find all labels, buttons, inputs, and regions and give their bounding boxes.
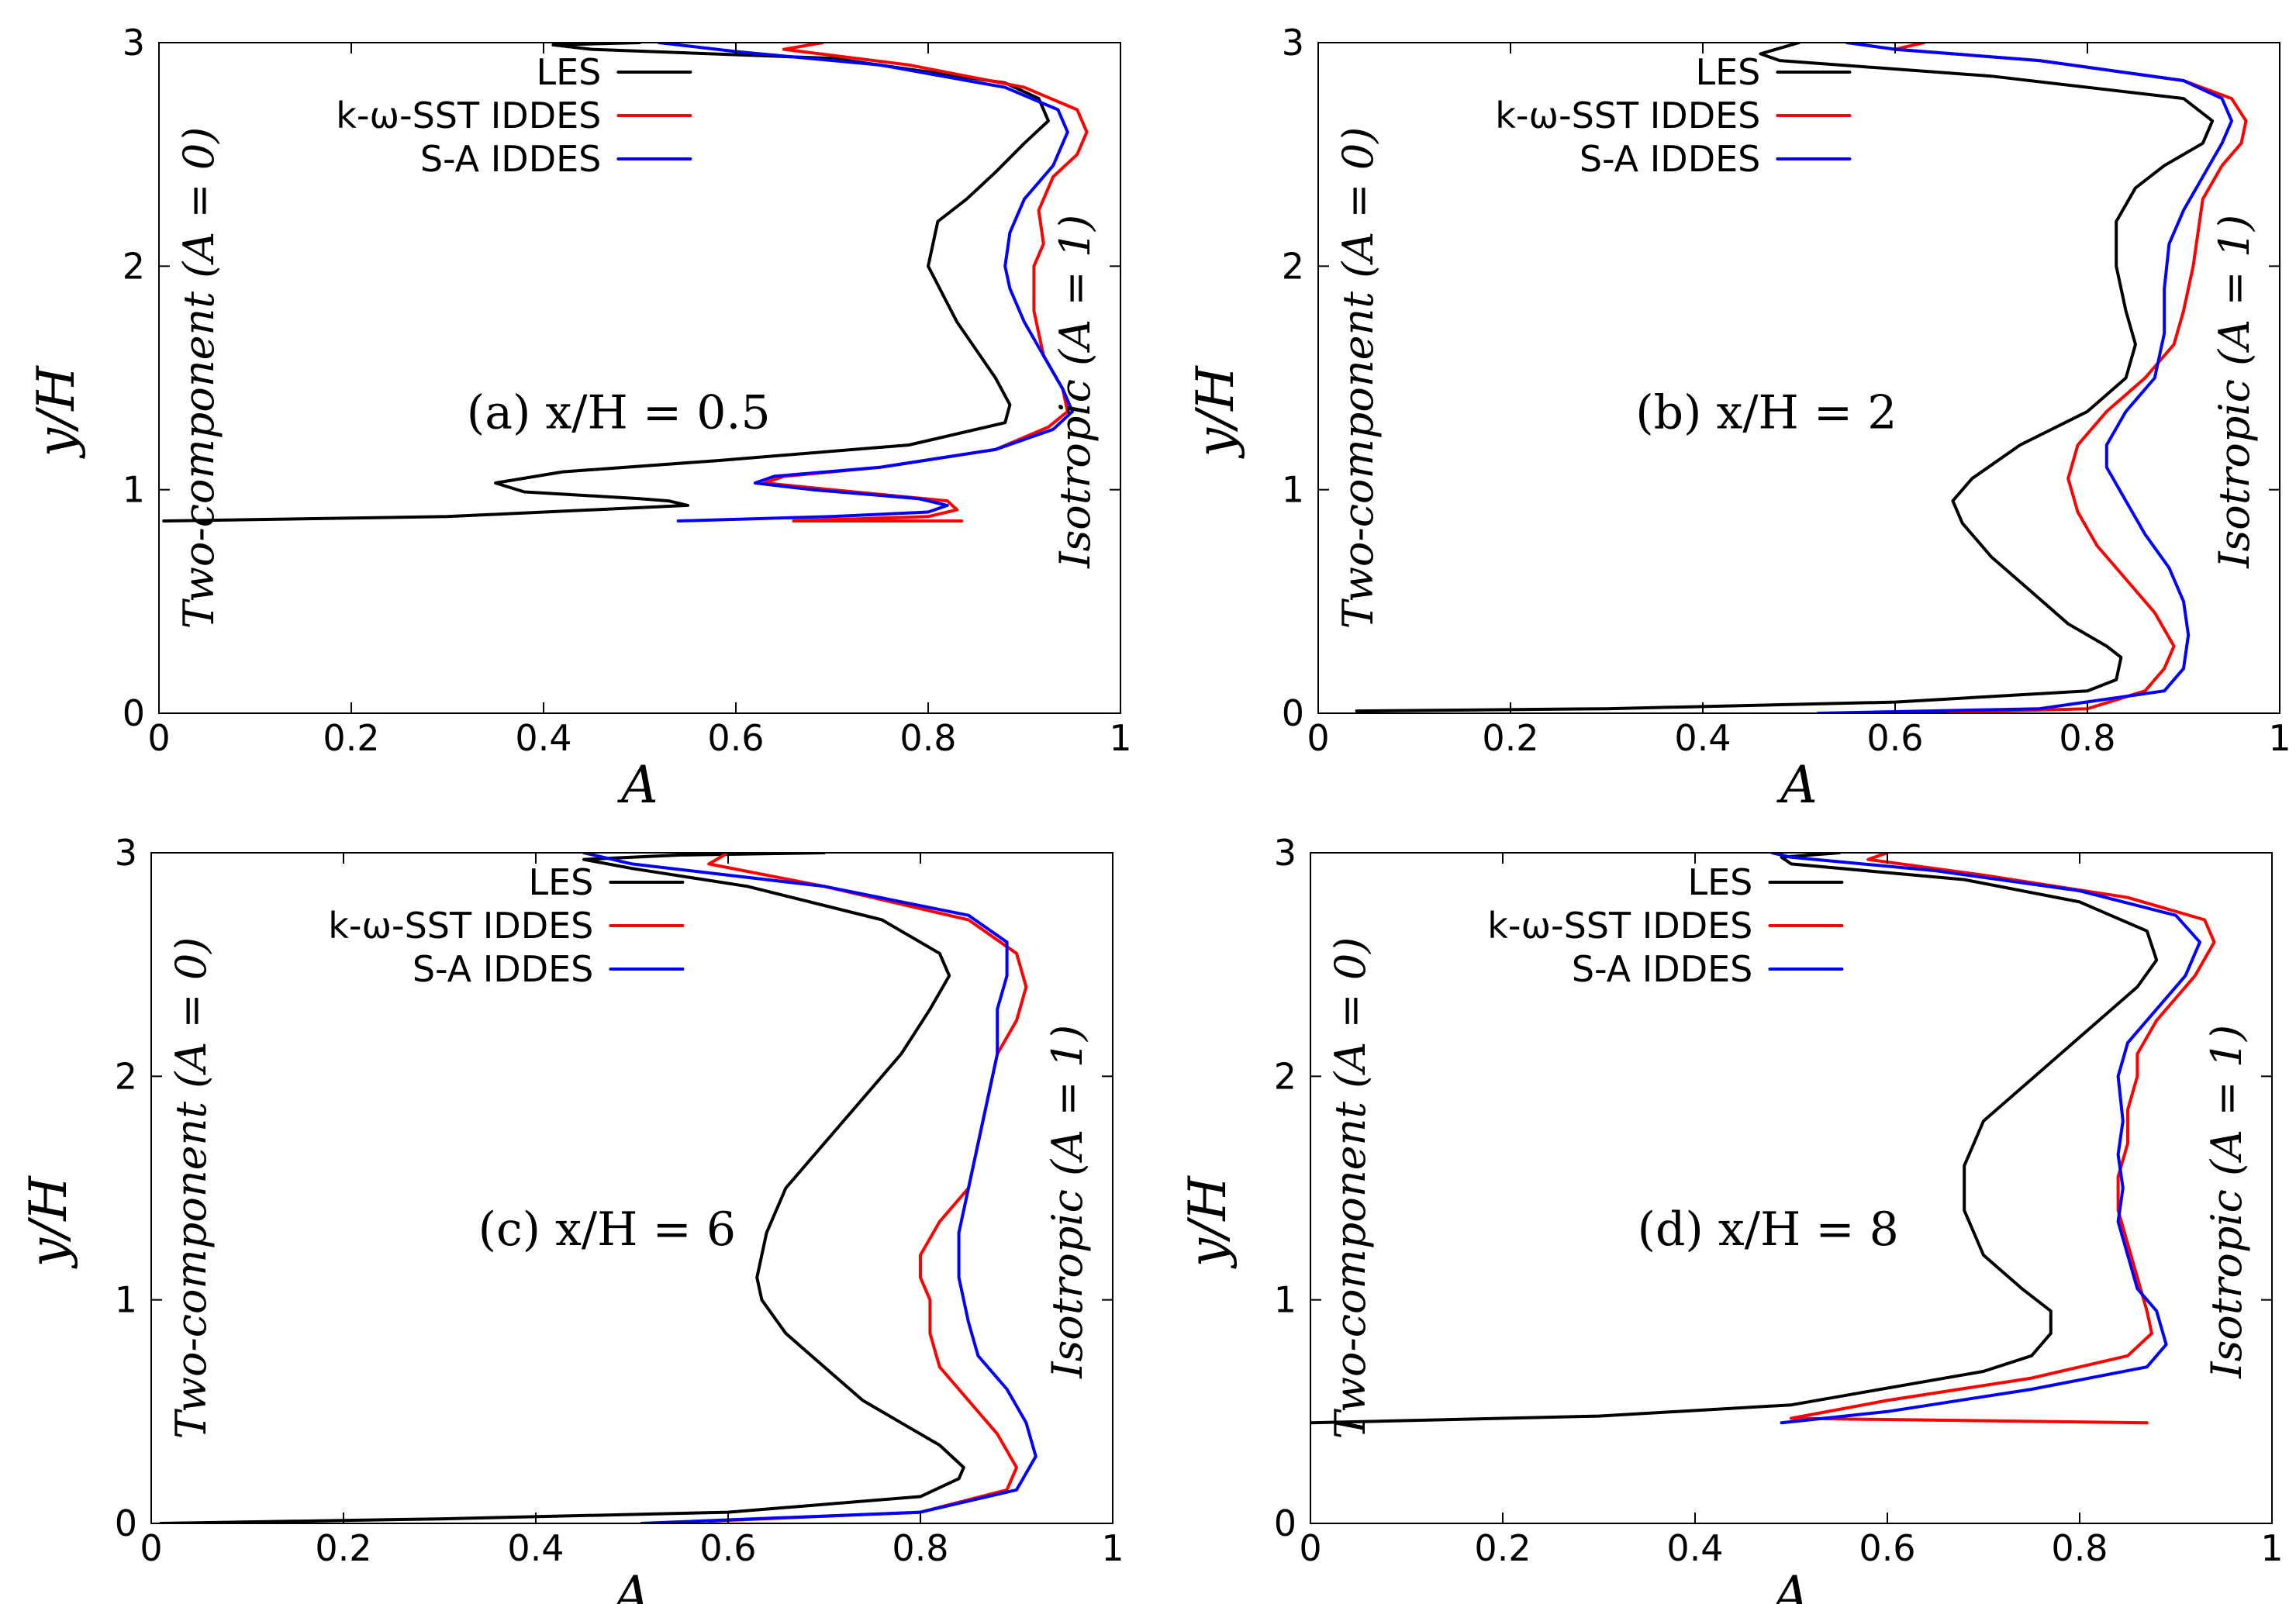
chart-panel-4: 0 0.2 0.4 0.6 0.8 1 0 1 2 3 Ay/H Two-component (A =… (1178, 832, 2284, 1604)
x-tick-label: 1 (1101, 1527, 1124, 1569)
x-tick-label: 0 (147, 717, 170, 759)
y-tick-label: 0 (123, 692, 145, 734)
x-tick-label: 0.4 (515, 717, 571, 759)
series-line-k-sst-iddes (707, 853, 1028, 1523)
isotropic-annotation: Isotropic (A = 1) (1051, 215, 1100, 569)
series-line-s-a-iddes (657, 43, 1074, 523)
y-axis-label: y/H (19, 1175, 78, 1270)
series-line-les (1310, 853, 2159, 1425)
series-line-k-sst-iddes (1894, 43, 2248, 713)
legend-label: S-A IDDES (1580, 138, 1761, 180)
x-axis-label: A (1776, 755, 1818, 815)
x-tick-label: 0.2 (1474, 1527, 1531, 1569)
y-tick-label: 3 (115, 832, 137, 874)
x-tick-label: 0.8 (899, 717, 956, 759)
x-tick-label: 0 (1307, 717, 1329, 759)
series-line-s-a-iddes (582, 853, 1038, 1523)
y-tick-label: 2 (1274, 1055, 1296, 1097)
isotropic-annotation: Isotropic (A = 1) (2210, 215, 2259, 569)
y-tick-label: 0 (1282, 692, 1304, 734)
legend-label: LES (528, 861, 593, 903)
y-axis-label: y/H (1178, 1175, 1238, 1270)
chart-panel-3: 0 0.2 0.4 0.6 0.8 1 0 1 2 3 Ay/H Two-component (A =… (19, 832, 1124, 1604)
x-tick-label: 0 (140, 1527, 162, 1569)
legend-label: S-A IDDES (413, 948, 594, 990)
legend-label: S-A IDDES (1572, 948, 1753, 990)
series-line-les (162, 43, 1050, 523)
plot-frame (150, 852, 1113, 1524)
y-tick-label: 2 (115, 1055, 137, 1097)
legend-label: LES (1687, 861, 1752, 903)
y-axis-label: y/H (26, 365, 86, 460)
legend-label: k-ω-SST IDDES (1487, 905, 1752, 947)
x-tick-label: 0.6 (707, 717, 764, 759)
legend-label: k-ω-SST IDDES (328, 905, 593, 947)
y-tick-label: 1 (1282, 469, 1304, 511)
y-tick-label: 1 (1274, 1279, 1296, 1321)
x-tick-label: 0.8 (2051, 1527, 2108, 1569)
x-tick-label: 0.4 (1674, 717, 1731, 759)
x-tick-label: 0 (1299, 1527, 1321, 1569)
isotropic-annotation: Isotropic (A = 1) (1043, 1025, 1092, 1379)
chart-panel-2: 0 0.2 0.4 0.6 0.8 1 0 1 2 3 Ay/H Two-component (A =… (1186, 22, 2291, 815)
series-line-s-a-iddes (1816, 43, 2233, 713)
legend-label: LES (1695, 51, 1760, 93)
series-line-k-sst-iddes (1790, 853, 2216, 1425)
x-tick-label: 0.6 (699, 1527, 756, 1569)
two-component-annotation: Two-component (A = 0) (174, 127, 223, 630)
x-tick-label: 0.8 (2059, 717, 2115, 759)
legend-label: LES (536, 51, 601, 93)
x-axis-label: A (616, 755, 658, 815)
y-tick-label: 2 (1282, 245, 1304, 287)
two-component-annotation: Two-component (A = 0) (167, 937, 216, 1440)
x-tick-label: 0.4 (507, 1527, 564, 1569)
x-tick-label: 0.8 (892, 1527, 948, 1569)
x-tick-label: 1 (2268, 717, 2291, 759)
two-component-annotation: Two-component (A = 0) (1326, 937, 1375, 1440)
panel-label: (c) x/H = 6 (478, 1202, 736, 1257)
x-tick-label: 0.4 (1666, 1527, 1723, 1569)
series-line-k-sst-iddes (763, 43, 1089, 523)
y-tick-label: 0 (115, 1502, 137, 1544)
series-line-les (1355, 43, 2215, 713)
y-tick-label: 3 (1274, 832, 1296, 874)
x-tick-label: 1 (2260, 1527, 2283, 1569)
legend-label: k-ω-SST IDDES (336, 95, 601, 136)
x-tick-label: 0.2 (315, 1527, 371, 1569)
x-tick-label: 0.6 (1866, 717, 1923, 759)
x-tick-label: 1 (1109, 717, 1131, 759)
panel-label: (d) x/H = 8 (1638, 1202, 1899, 1257)
y-tick-label: 3 (1282, 22, 1304, 64)
series-line-les (159, 853, 965, 1523)
y-tick-label: 1 (115, 1279, 137, 1321)
y-tick-label: 2 (123, 245, 145, 287)
series-line-s-a-iddes (1770, 853, 2201, 1425)
x-tick-label: 0.6 (1859, 1527, 1915, 1569)
y-tick-label: 0 (1274, 1502, 1296, 1544)
y-tick-label: 1 (123, 469, 145, 511)
plot-frame (1317, 42, 2280, 714)
panel-label: (a) x/H = 0.5 (467, 385, 771, 440)
legend-label: S-A IDDES (420, 138, 602, 180)
legend-label: k-ω-SST IDDES (1495, 95, 1760, 136)
y-tick-label: 3 (123, 22, 145, 64)
isotropic-annotation: Isotropic (A = 1) (2202, 1025, 2251, 1379)
plot-frame (158, 42, 1121, 714)
two-component-annotation: Two-component (A = 0) (1334, 127, 1383, 630)
x-axis-label: A (1768, 1565, 1810, 1604)
panel-label: (b) x/H = 2 (1635, 385, 1897, 440)
x-tick-label: 0.2 (1482, 717, 1538, 759)
chart-panel-1: 0 0.2 0.4 0.6 0.8 1 0 1 2 3 Ay/H Two-component (A =… (26, 22, 1132, 815)
x-tick-label: 0.2 (323, 717, 379, 759)
y-axis-label: y/H (1186, 365, 1245, 460)
x-axis-label: A (609, 1565, 651, 1604)
plot-frame (1310, 852, 2273, 1524)
